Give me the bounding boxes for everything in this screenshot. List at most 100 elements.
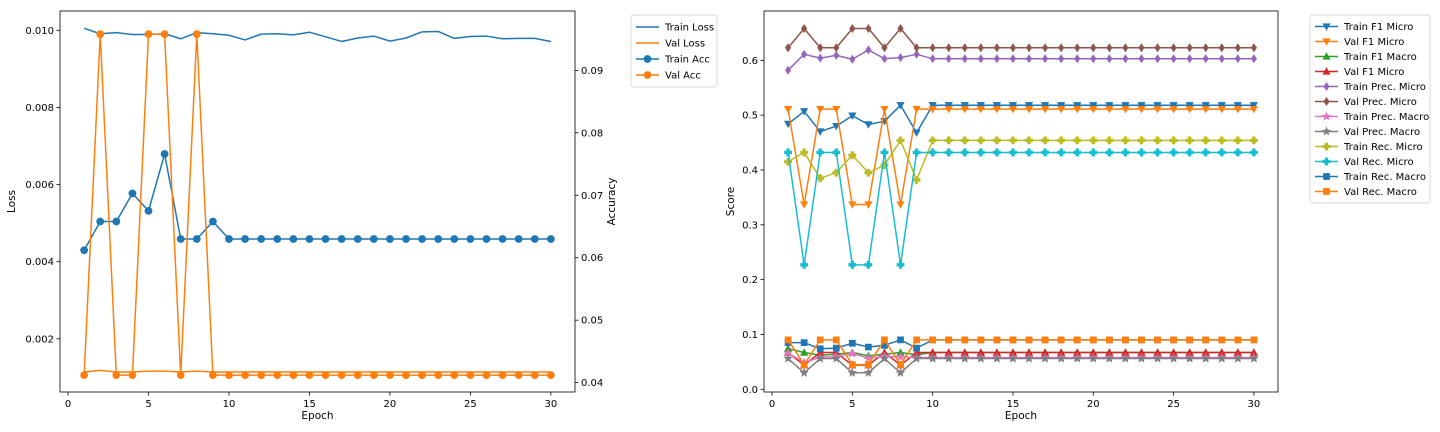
- y-axis-1: 0.002 0.004 0.006 0.008 0.010: [25, 26, 60, 345]
- data-point-2-1-11: [944, 102, 953, 110]
- data-point-2-6-29: [1234, 43, 1241, 53]
- data-point-2-6-15: [1009, 43, 1017, 53]
- data-point-2-11-5: [848, 339, 856, 347]
- data-point-2-12-23: [1138, 336, 1145, 344]
- data-point-2-1-8: [896, 102, 905, 110]
- data-point-2-12-9: [913, 336, 920, 344]
- data-point-2-12-6: [865, 361, 872, 368]
- data-point-2-12-22: [1122, 336, 1129, 344]
- data-point-2-6-23: [1138, 43, 1145, 53]
- series-2-8: [783, 353, 1259, 377]
- x-tick-label-2-4: 15: [1007, 399, 1020, 410]
- data-point-2-6-21: [1106, 43, 1113, 53]
- x-tick-label-1-3: 10: [223, 399, 236, 410]
- data-point-1-3-18: [353, 235, 362, 243]
- legend-label-2-11: Train Rec. Macro: [1343, 172, 1426, 183]
- x-axis-label-2: Epoch: [1005, 410, 1037, 422]
- data-point-2-8-23: [1136, 353, 1147, 363]
- data-point-2-12-26: [1186, 336, 1194, 344]
- data-point-1-3-15: [305, 235, 314, 243]
- data-point-2-1-19: [1073, 102, 1082, 110]
- legend-label-2-4: Val F1 Micro: [1344, 67, 1404, 78]
- data-point-2-5-11: [945, 54, 952, 64]
- data-point-2-10-27: [1201, 148, 1210, 157]
- data-point-2-1-14: [992, 102, 1002, 110]
- series-2-12: [784, 336, 1258, 368]
- data-point-1-4-23: [434, 371, 443, 380]
- data-point-2-5-6: [865, 45, 872, 55]
- data-point-2-12-3: [816, 336, 824, 344]
- series-line-2-6: [787, 27, 1254, 49]
- y2-axis-1: 0.04 0.05 0.06 0.07 0.08 0.09: [575, 66, 603, 389]
- data-point-1-3-20: [386, 235, 394, 243]
- axes-frame-2: [763, 10, 1279, 393]
- legend-label-2-12: Val Rec. Macro: [1344, 187, 1417, 198]
- data-point-2-8-21: [1104, 353, 1115, 363]
- data-point-2-10-24: [1153, 148, 1162, 157]
- legend-marker-2-7: [1321, 111, 1332, 121]
- data-point-2-12-20: [1089, 336, 1097, 344]
- x-tick-label-1-1: 0: [65, 399, 71, 410]
- legend-marker-2-2: [1322, 38, 1331, 46]
- data-point-2-9-30: [1250, 136, 1258, 145]
- data-point-2-2-23: [1137, 105, 1146, 114]
- data-point-2-1-21: [1105, 102, 1114, 110]
- data-point-2-5-28: [1218, 54, 1225, 64]
- data-point-2-10-3: [816, 148, 825, 157]
- x-axis-1: 0 5 10 15 20 25 30: [65, 392, 557, 410]
- data-point-1-3-9: [208, 217, 217, 226]
- data-point-2-6-3: [817, 43, 824, 53]
- data-point-2-5-13: [977, 54, 984, 64]
- data-point-2-9-27: [1201, 136, 1210, 145]
- data-point-1-3-2: [96, 217, 105, 226]
- data-point-2-6-1: [785, 43, 792, 53]
- data-point-2-5-10: [929, 54, 936, 64]
- data-point-2-5-19: [1074, 54, 1081, 64]
- legend-label-2-9: Train Rec. Micro: [1343, 142, 1423, 153]
- data-point-1-4-26: [482, 371, 491, 380]
- data-point-1-4-10: [225, 371, 233, 380]
- data-point-2-11-4: [832, 344, 840, 352]
- y2-tick-label-1-2: 0.05: [581, 316, 603, 327]
- legend-box-2: [1309, 14, 1431, 204]
- data-point-2-10-10: [928, 148, 937, 157]
- data-point-2-2-5: [848, 201, 857, 209]
- data-point-2-10-14: [993, 148, 1001, 157]
- data-point-2-9-24: [1153, 136, 1162, 145]
- data-point-2-5-21: [1106, 54, 1113, 64]
- data-point-2-5-15: [1009, 54, 1017, 64]
- data-point-2-9-22: [1121, 136, 1130, 145]
- data-point-2-9-1: [784, 157, 792, 166]
- data-point-2-1-20: [1089, 102, 1098, 110]
- data-point-2-12-8: [897, 361, 904, 368]
- series-line-2-7: [787, 352, 1254, 364]
- data-point-2-2-10: [928, 105, 937, 114]
- data-point-2-1-27: [1201, 102, 1210, 110]
- data-point-2-5-18: [1058, 54, 1065, 64]
- data-point-2-9-8: [896, 136, 905, 145]
- data-point-2-6-19: [1074, 43, 1081, 53]
- chart-panel-2: 0 5 10 15 20 25 30 Epoch 0.0 0.1 0.2 0.3 0.4 0.5 0.6 Sc…: [725, 10, 1431, 422]
- data-point-2-2-1: [783, 105, 793, 114]
- data-point-1-3-8: [192, 235, 201, 243]
- data-point-2-10-17: [1041, 148, 1049, 157]
- data-point-2-10-2: [800, 260, 809, 269]
- data-point-2-6-11: [945, 43, 952, 53]
- data-point-1-3-13: [273, 235, 282, 243]
- data-point-2-6-13: [977, 43, 984, 53]
- data-point-2-12-2: [800, 361, 808, 368]
- x-tick-label-2-6: 25: [1167, 399, 1180, 410]
- data-point-2-12-4: [832, 336, 840, 344]
- data-point-1-3-14: [289, 235, 298, 243]
- data-point-2-8-1: [783, 353, 793, 363]
- y-tick-label-2-6: 0.5: [742, 111, 758, 122]
- data-point-2-8-5: [847, 367, 858, 377]
- data-point-2-1-12: [960, 102, 969, 110]
- legend-marker-1-4: [643, 71, 652, 79]
- axes-frame-1: [59, 10, 576, 393]
- data-point-2-10-23: [1137, 148, 1146, 157]
- data-point-2-9-14: [993, 136, 1001, 145]
- data-point-2-2-25: [1169, 105, 1178, 114]
- legend-marker-2-10: [1322, 157, 1331, 166]
- data-point-2-5-1: [785, 65, 792, 75]
